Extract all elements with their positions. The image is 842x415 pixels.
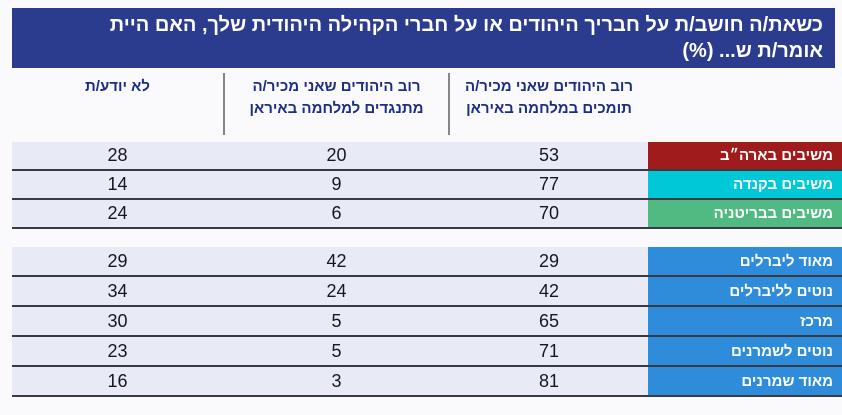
cell-support: 65	[538, 310, 560, 331]
column-header-oppose-war-iran: רוב היהודים שאני מכיר/ה מתנגדים למלחמה ב…	[223, 73, 450, 135]
table-row: נוטים לשמרנים 71 5 23	[12, 337, 842, 367]
table-group-countries: משיבים בארה״ב 53 20 28 משיבים בקנדה 77 9…	[12, 142, 842, 229]
cell-oppose: 20	[326, 145, 347, 165]
cell-oppose: 6	[331, 203, 342, 223]
cell-oppose: 5	[331, 310, 342, 331]
row-label: נוטים לליברלים	[648, 277, 842, 305]
table-row: משיבים בקנדה 77 9 14	[12, 171, 842, 200]
data-table: רוב היהודים שאני מכיר/ה תומכים במלחמה בא…	[12, 73, 842, 397]
row-label-spacer	[648, 73, 842, 135]
column-header-dont-know: לא יודע/ת	[85, 78, 150, 95]
table-row: משיבים בארה״ב 53 20 28	[12, 142, 842, 171]
cell-oppose: 9	[331, 174, 342, 194]
table-row: נוטים לליברלים 42 24 34	[12, 277, 842, 307]
column-headers: רוב היהודים שאני מכיר/ה תומכים במלחמה בא…	[12, 73, 842, 135]
cell-oppose: 5	[331, 340, 342, 361]
row-label: מאוד שמרנים	[648, 367, 842, 395]
cell-dont-know: 14	[107, 174, 128, 194]
table-row: מאוד ליברלים 29 42 29	[12, 247, 842, 277]
cell-support: 53	[538, 145, 560, 165]
column-header-support-war-iran: רוב היהודים שאני מכיר/ה תומכים במלחמה בא…	[464, 78, 634, 117]
cell-oppose: 42	[326, 250, 347, 271]
figure-title: כשאת/ה חושב/ת על חבריך היהודים או על חבר…	[12, 8, 835, 68]
cell-support: 42	[538, 280, 560, 301]
cell-support: 71	[538, 340, 560, 361]
cell-support: 70	[538, 203, 560, 223]
table-row: מרכז 65 5 30	[12, 307, 842, 337]
cell-support: 29	[538, 250, 560, 271]
table-row: מאוד שמרנים 81 3 16	[12, 367, 842, 397]
row-label: משיבים בארה״ב	[648, 142, 842, 169]
row-label: משיבים בבריטניה	[648, 200, 842, 227]
cell-dont-know: 16	[107, 370, 128, 391]
row-label: מרכז	[648, 307, 842, 335]
cell-dont-know: 30	[107, 310, 128, 331]
cell-dont-know: 23	[107, 340, 128, 361]
cell-oppose: 24	[326, 280, 347, 301]
table-group-political-leaning: מאוד ליברלים 29 42 29 נוטים לליברלים 42 …	[12, 247, 842, 397]
row-label: נוטים לשמרנים	[648, 337, 842, 365]
cell-dont-know: 28	[107, 145, 128, 165]
cell-dont-know: 24	[107, 203, 128, 223]
cell-dont-know: 29	[107, 250, 128, 271]
cell-support: 81	[538, 370, 560, 391]
cell-oppose: 3	[331, 370, 342, 391]
cell-support: 77	[538, 174, 560, 194]
row-label: משיבים בקנדה	[648, 171, 842, 198]
group-divider-gap	[12, 229, 842, 247]
table-row: משיבים בבריטניה 70 6 24	[12, 200, 842, 229]
cell-dont-know: 34	[107, 280, 128, 301]
row-label: מאוד ליברלים	[648, 247, 842, 275]
